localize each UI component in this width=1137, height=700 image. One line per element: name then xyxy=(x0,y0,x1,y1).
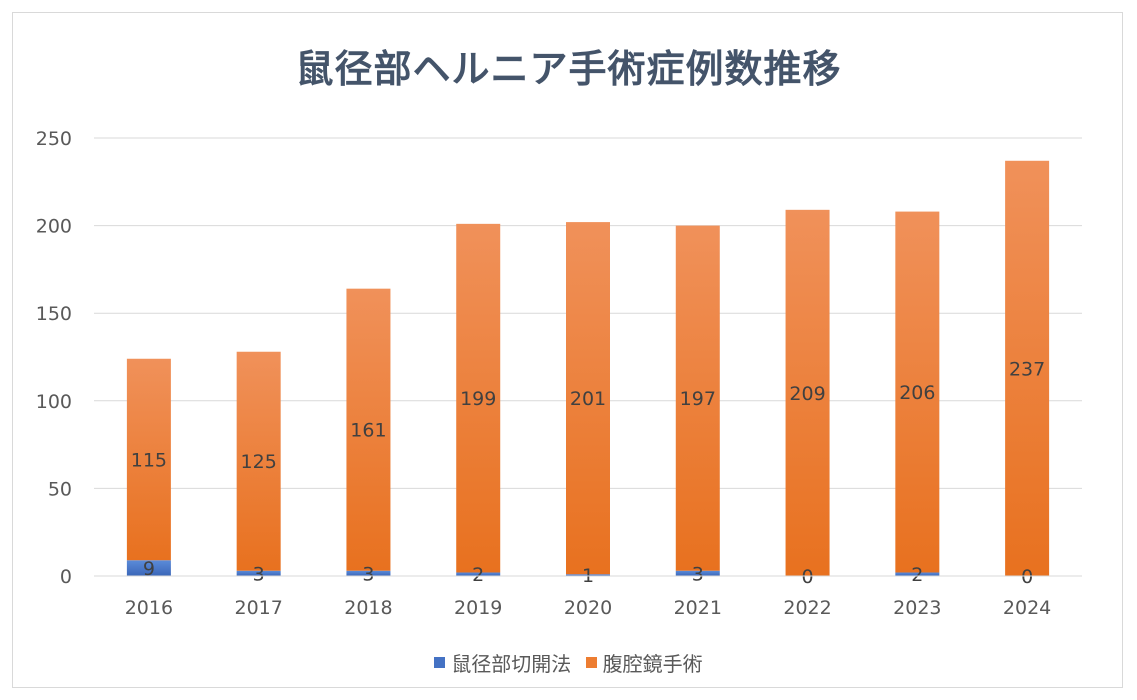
x-tick-label: 2019 xyxy=(454,597,502,619)
x-tick-label: 2018 xyxy=(344,597,392,619)
data-label-laparoscopic: 199 xyxy=(460,388,496,410)
y-tick-label: 0 xyxy=(60,566,72,588)
x-tick-label: 2023 xyxy=(893,597,941,619)
data-label-open: 2 xyxy=(911,564,923,586)
legend-item-open: 鼠径部切開法 xyxy=(434,648,571,677)
x-tick-label: 2021 xyxy=(674,597,722,619)
data-label-laparoscopic: 115 xyxy=(131,449,167,471)
data-label-laparoscopic: 237 xyxy=(1009,358,1045,380)
bar-open xyxy=(346,570,391,576)
data-label-laparoscopic: 206 xyxy=(899,382,935,404)
bar-laparoscopic xyxy=(236,351,281,571)
y-tick-label: 100 xyxy=(36,391,72,413)
x-axis: 2016 2017 2018 2019 2020 2021 2022 2023 2024 xyxy=(94,575,1082,619)
bar-open xyxy=(126,560,171,576)
y-tick-label: 200 xyxy=(36,216,72,238)
data-label-laparoscopic: 161 xyxy=(350,420,386,442)
y-axis: 0 50 100 150 200 250 xyxy=(36,128,72,588)
bar-open xyxy=(236,570,281,576)
x-tick-label: 2020 xyxy=(564,597,612,619)
bar-laparoscopic xyxy=(566,222,610,575)
x-tick-label: 2024 xyxy=(1003,597,1051,619)
bar-open xyxy=(675,570,720,576)
y-tick-label: 250 xyxy=(36,128,72,150)
data-label-open: 2 xyxy=(472,564,484,586)
data-label-open: 3 xyxy=(692,563,704,585)
x-tick-label: 2017 xyxy=(234,597,282,619)
bar-laparoscopic xyxy=(456,223,501,573)
legend-item-laparoscopic: 腹腔鏡手術 xyxy=(585,648,703,677)
bar-open xyxy=(456,572,501,576)
y-tick-label: 50 xyxy=(48,478,72,500)
bar-laparoscopic xyxy=(346,288,391,571)
bar-laparoscopic xyxy=(126,358,171,561)
bar-laparoscopic xyxy=(785,209,830,576)
data-label-laparoscopic: 209 xyxy=(789,383,825,405)
data-label-open: 0 xyxy=(802,566,814,588)
data-label-laparoscopic: 201 xyxy=(570,388,606,410)
data-label-laparoscopic: 125 xyxy=(241,451,277,473)
data-label-open: 0 xyxy=(1021,566,1033,588)
legend-swatch-laparoscopic xyxy=(585,657,597,668)
data-label-open: 9 xyxy=(143,558,155,580)
data-label-laparoscopic: 197 xyxy=(680,388,716,410)
x-tick-label: 2022 xyxy=(783,597,831,619)
legend-swatch-open xyxy=(434,657,446,668)
data-label-open: 3 xyxy=(362,563,374,585)
legend-label-open: 鼠径部切開法 xyxy=(451,652,572,676)
bar-open xyxy=(566,574,610,576)
bar-laparoscopic xyxy=(675,225,720,571)
data-label-open: 3 xyxy=(253,563,265,585)
bar-open xyxy=(895,572,940,576)
legend-label-laparoscopic: 腹腔鏡手術 xyxy=(602,652,703,676)
x-tick-label: 2016 xyxy=(125,597,173,619)
y-tick-label: 150 xyxy=(36,303,72,325)
legend: 鼠径部切開法 腹腔鏡手術 xyxy=(0,648,1137,677)
bar-laparoscopic xyxy=(895,211,940,573)
bar-laparoscopic xyxy=(1005,160,1050,576)
chart-title: 鼠径部ヘルニア手術症例数推移 xyxy=(295,47,842,91)
